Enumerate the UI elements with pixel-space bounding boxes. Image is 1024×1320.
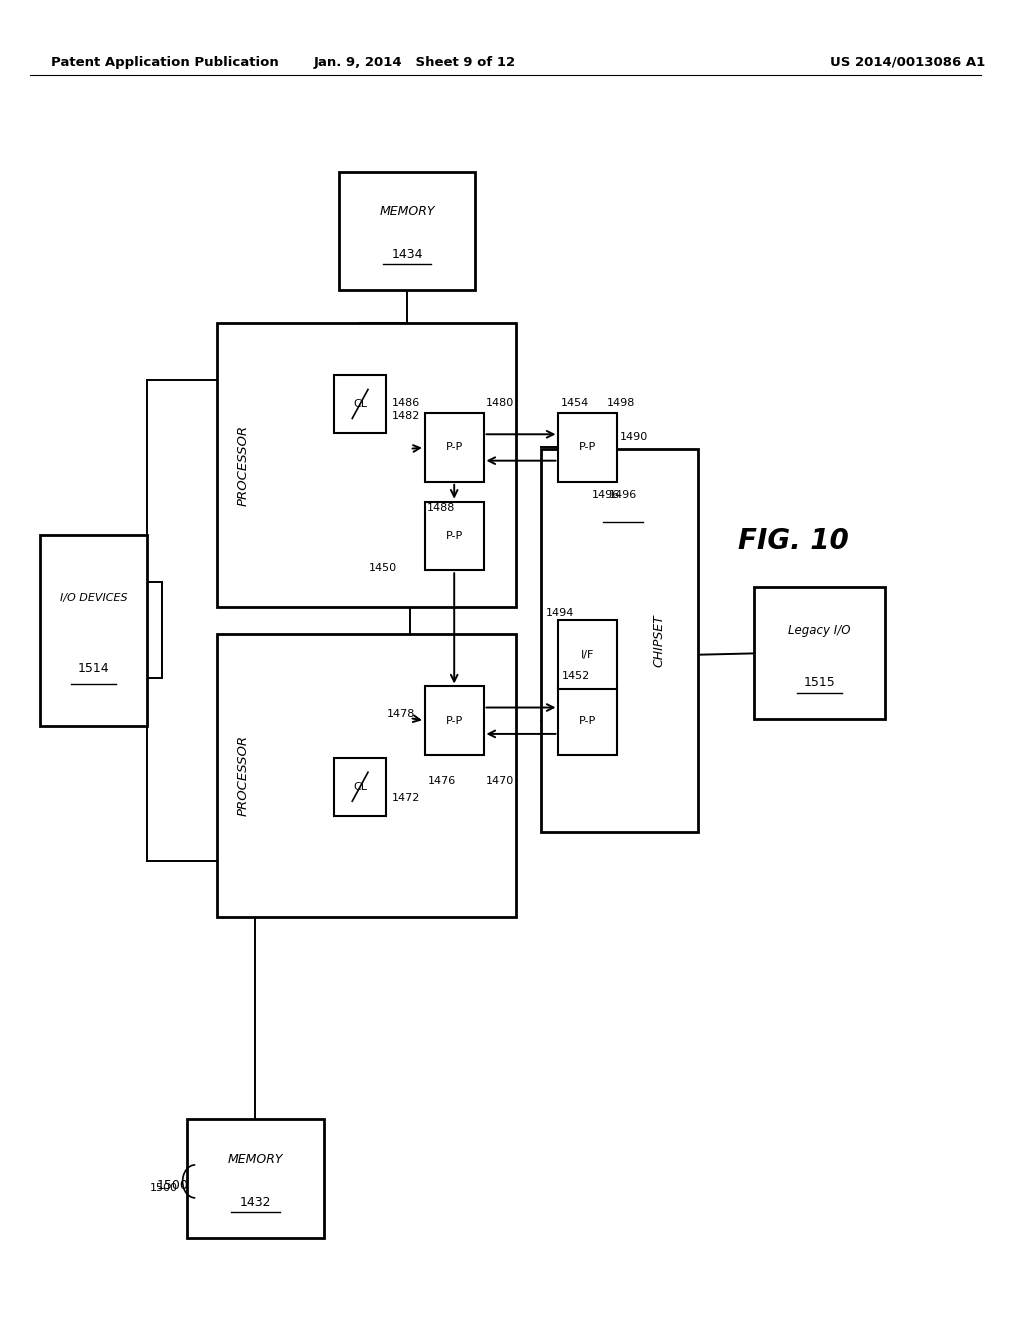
Text: 1496: 1496 — [592, 490, 620, 500]
Text: P-P: P-P — [580, 715, 596, 726]
Text: 1500: 1500 — [150, 1183, 178, 1193]
Text: 1490: 1490 — [621, 432, 648, 442]
Text: FIG. 10: FIG. 10 — [738, 527, 849, 556]
Text: P-P: P-P — [445, 531, 463, 541]
Text: 1488: 1488 — [427, 503, 456, 513]
Text: Legacy I/O: Legacy I/O — [788, 624, 851, 638]
Bar — [334, 375, 386, 433]
Text: CHIPSET: CHIPSET — [652, 614, 666, 667]
Text: 1454: 1454 — [560, 397, 589, 408]
Text: CL: CL — [353, 399, 368, 409]
Text: 1486: 1486 — [391, 397, 420, 408]
Text: Patent Application Publication: Patent Application Publication — [50, 55, 279, 69]
Text: 1450: 1450 — [370, 562, 397, 573]
Text: 1480: 1480 — [485, 397, 514, 408]
Bar — [425, 502, 483, 570]
Text: 1470: 1470 — [485, 776, 514, 787]
Text: 1498: 1498 — [607, 397, 635, 408]
Bar — [217, 634, 516, 917]
Text: P-P: P-P — [580, 442, 596, 453]
Bar — [187, 1119, 324, 1238]
Text: MEMORY: MEMORY — [227, 1154, 284, 1167]
Text: 1515: 1515 — [804, 676, 836, 689]
Text: US 2014/0013086 A1: US 2014/0013086 A1 — [829, 55, 985, 69]
Text: 1472: 1472 — [391, 793, 420, 804]
Text: 1482: 1482 — [391, 411, 420, 421]
Bar — [425, 686, 483, 755]
Text: CL: CL — [353, 781, 368, 792]
Bar — [334, 758, 386, 816]
Bar — [542, 449, 698, 832]
Text: PROCESSOR: PROCESSOR — [237, 735, 249, 816]
Text: 1434: 1434 — [391, 248, 423, 261]
Bar — [558, 620, 617, 689]
Bar — [41, 535, 146, 726]
Text: P-P: P-P — [445, 442, 463, 453]
Text: 1500: 1500 — [157, 1179, 188, 1192]
Text: 1432: 1432 — [240, 1196, 271, 1209]
Text: MEMORY: MEMORY — [380, 206, 435, 219]
Text: 1514: 1514 — [78, 663, 110, 675]
Bar — [558, 686, 617, 755]
Bar — [217, 323, 516, 607]
Bar — [339, 172, 475, 290]
Text: Jan. 9, 2014   Sheet 9 of 12: Jan. 9, 2014 Sheet 9 of 12 — [313, 55, 516, 69]
Text: 1476: 1476 — [428, 776, 456, 787]
Text: 1496: 1496 — [608, 490, 637, 500]
Bar — [558, 413, 617, 482]
Text: 1494: 1494 — [546, 609, 574, 618]
Text: I/F: I/F — [581, 649, 594, 660]
Text: I/O DEVICES: I/O DEVICES — [59, 593, 127, 603]
Bar — [754, 587, 885, 719]
Bar — [425, 413, 483, 482]
Text: 1452: 1452 — [561, 671, 590, 681]
Text: 1478: 1478 — [386, 709, 415, 719]
Text: P-P: P-P — [445, 715, 463, 726]
Text: PROCESSOR: PROCESSOR — [237, 425, 249, 506]
